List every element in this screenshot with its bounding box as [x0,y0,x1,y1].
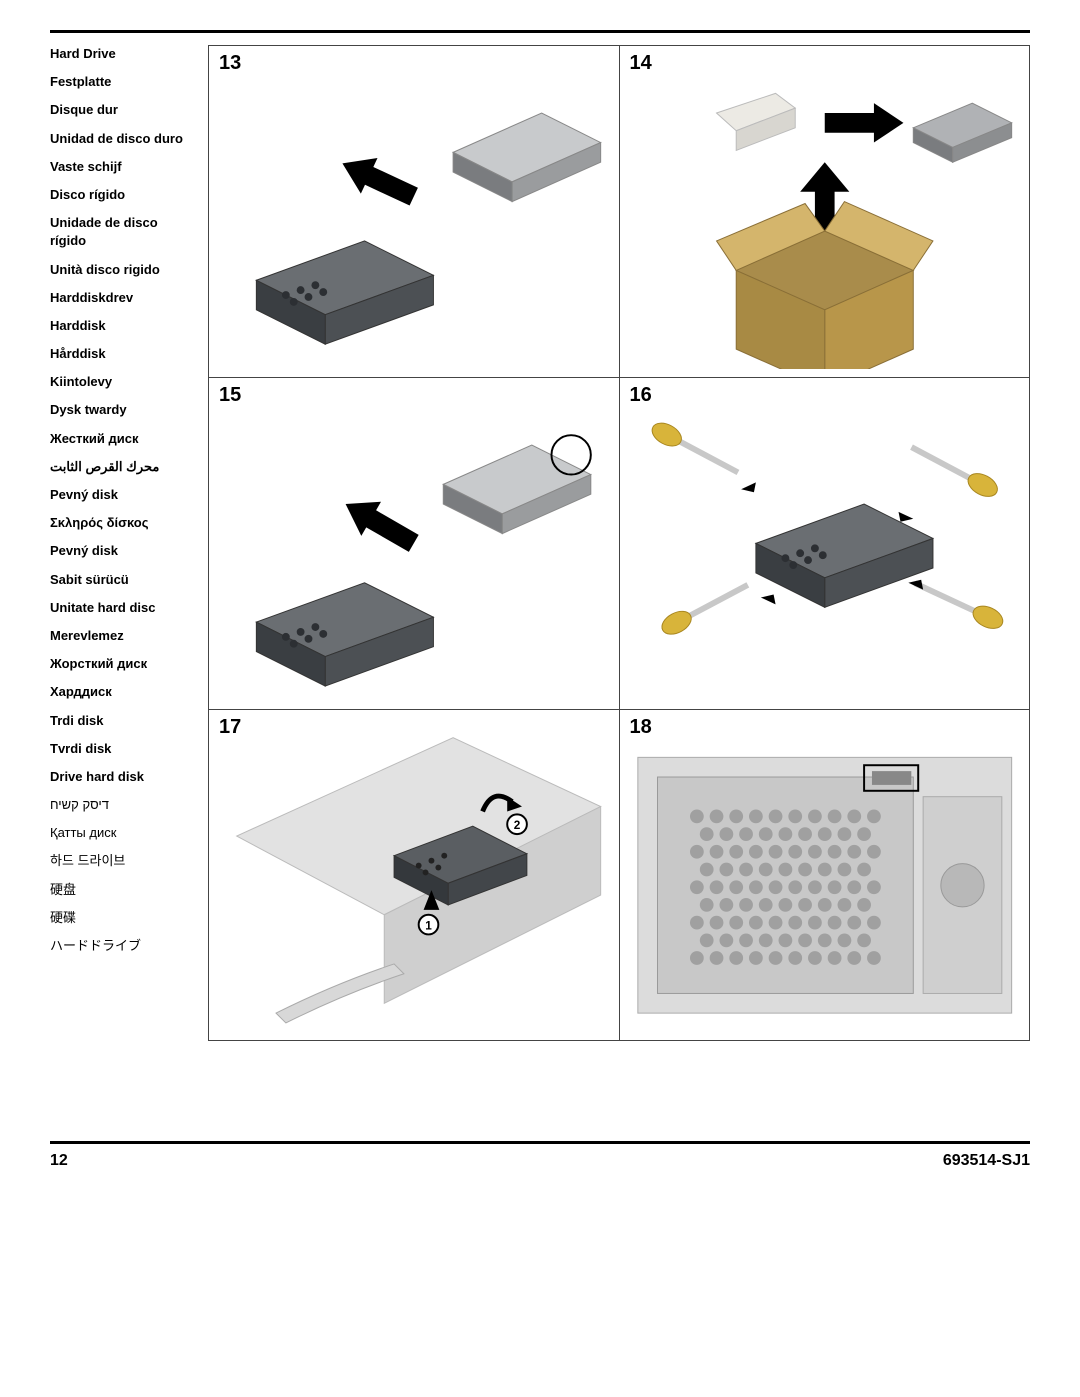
term: דיסק קשיח [50,796,190,814]
term: Σκληρός δίσκος [50,514,190,532]
term: Жесткий диск [50,430,190,448]
instruction-grid: 13 [208,45,1030,1041]
terms-sidebar: Hard Drive Festplatte Disque dur Unidad … [50,45,190,1041]
page-number: 12 [50,1152,68,1170]
page-content: Hard Drive Festplatte Disque dur Unidad … [50,45,1030,1041]
part-number: 693514-SJ1 [943,1152,1030,1170]
step-cell-18: 18 [620,710,1030,1041]
illustration-17: 1 2 [217,718,611,1033]
term: Vaste schijf [50,158,190,176]
step-number: 18 [630,716,652,739]
illustration-14 [628,54,1022,369]
term: Қатты диск [50,824,190,842]
term: Trdi disk [50,712,190,730]
top-rule [50,30,1030,33]
illustration-16 [628,386,1022,701]
step-number: 16 [630,384,652,407]
term: Dysk twardy [50,401,190,419]
grid-row: 17 [209,710,1029,1041]
term: 硬盘 [50,881,190,899]
term: Tvrdi disk [50,740,190,758]
term: Unità disco rigido [50,261,190,279]
grid-row: 13 [209,46,1029,378]
term: Merevlemez [50,627,190,645]
term: Hårddisk [50,345,190,363]
step-number: 14 [630,52,652,75]
term: Харддиск [50,683,190,701]
term: Unidade de disco rígido [50,214,190,250]
term: Hard Drive [50,45,190,63]
step-number: 15 [219,384,241,407]
term: Drive hard disk [50,768,190,786]
step-number: 17 [219,716,241,739]
term: 硬碟 [50,909,190,927]
term: Sabit sürücü [50,571,190,589]
step-cell-17: 17 [209,710,620,1041]
term: محرك القرص الثابت [50,458,190,476]
illustration-18 [628,718,1022,1033]
term: 하드 드라이브 [50,852,190,870]
term: Pevný disk [50,542,190,560]
footer: 12 693514-SJ1 [50,1141,1030,1170]
step-cell-13: 13 [209,46,620,377]
term: Жорсткий диск [50,655,190,673]
term: Unidad de disco duro [50,130,190,148]
grid-row: 15 [209,378,1029,710]
step-cell-14: 14 [620,46,1030,377]
illustration-15 [217,386,611,701]
step-cell-16: 16 [620,378,1030,709]
term: Harddiskdrev [50,289,190,307]
illustration-13 [217,54,611,369]
term: ハードドライブ [50,937,190,955]
term: Harddisk [50,317,190,335]
term: Disque dur [50,101,190,119]
step-number: 13 [219,52,241,75]
term: Pevný disk [50,486,190,504]
step-cell-15: 15 [209,378,620,709]
term: Disco rígido [50,186,190,204]
svg-text:2: 2 [514,818,521,832]
svg-text:1: 1 [425,918,432,932]
term: Kiintolevy [50,373,190,391]
term: Festplatte [50,73,190,91]
term: Unitate hard disc [50,599,190,617]
